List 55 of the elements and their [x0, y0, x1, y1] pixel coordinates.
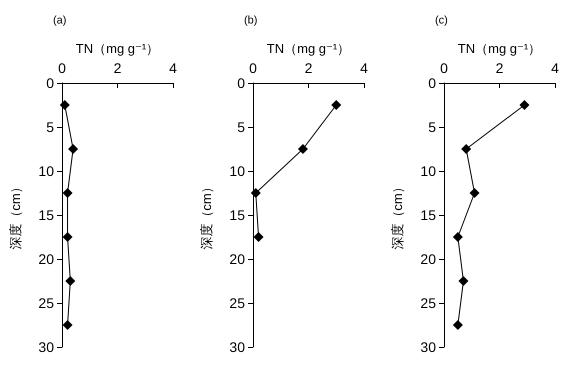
point: [62, 188, 73, 198]
y-tick-label: 5: [428, 119, 436, 135]
y-tick-label: 0: [237, 75, 246, 91]
y-tick-label: 25: [420, 295, 436, 311]
y-tick-label: 30: [420, 339, 436, 355]
point: [470, 188, 480, 198]
y-tick-label: 5: [46, 119, 54, 135]
point: [452, 320, 463, 330]
x-axis-title: TN（mg g⁻¹）: [76, 41, 160, 56]
y-tick-label: 15: [420, 207, 436, 223]
y-axis-title: 深度（cm）: [390, 180, 405, 250]
x-tick-label: 0: [58, 60, 66, 76]
chart-title: (c): [435, 14, 448, 26]
point: [452, 232, 463, 242]
x-tick-label: 4: [169, 60, 178, 76]
point: [68, 144, 78, 154]
y-tick-label: 0: [428, 75, 436, 91]
y-tick-label: 15: [229, 207, 246, 223]
point: [250, 188, 261, 198]
point: [298, 144, 308, 154]
point: [519, 100, 530, 110]
point: [62, 320, 73, 330]
y-tick-label: 10: [38, 163, 54, 179]
y-tick-label: 30: [38, 339, 54, 355]
y-tick-label: 10: [420, 163, 436, 179]
chart-title: (b): [244, 14, 258, 26]
x-tick-label: 2: [496, 60, 504, 76]
chart-title: (a): [53, 14, 66, 26]
x-tick-label: 0: [440, 60, 448, 76]
x-tick-label: 2: [114, 60, 122, 76]
y-tick-label: 20: [420, 251, 436, 267]
x-axis-title: TN（mg g⁻¹）: [458, 41, 542, 56]
point: [461, 144, 472, 154]
point: [331, 100, 342, 110]
y-tick-label: 30: [229, 339, 246, 355]
point: [254, 232, 264, 242]
y-tick-label: 0: [46, 75, 54, 91]
x-tick-label: 4: [551, 60, 560, 76]
y-axis-title: 深度（cm）: [199, 180, 214, 250]
y-tick-label: 25: [38, 295, 54, 311]
x-tick-label: 4: [360, 60, 368, 76]
point: [62, 232, 73, 242]
x-axis-title: TN（mg g⁻¹）: [266, 41, 350, 56]
y-tick-label: 10: [229, 163, 246, 179]
y-tick-label: 20: [229, 251, 246, 267]
point: [60, 100, 70, 110]
point: [65, 276, 76, 286]
y-tick-label: 25: [229, 295, 246, 311]
point: [458, 276, 468, 286]
x-tick-label: 0: [249, 60, 258, 76]
y-tick-label: 20: [38, 251, 54, 267]
y-axis-title: 深度（cm）: [8, 180, 23, 250]
x-tick-label: 2: [304, 60, 313, 76]
y-tick-label: 15: [38, 207, 54, 223]
y-tick-label: 5: [237, 119, 246, 135]
